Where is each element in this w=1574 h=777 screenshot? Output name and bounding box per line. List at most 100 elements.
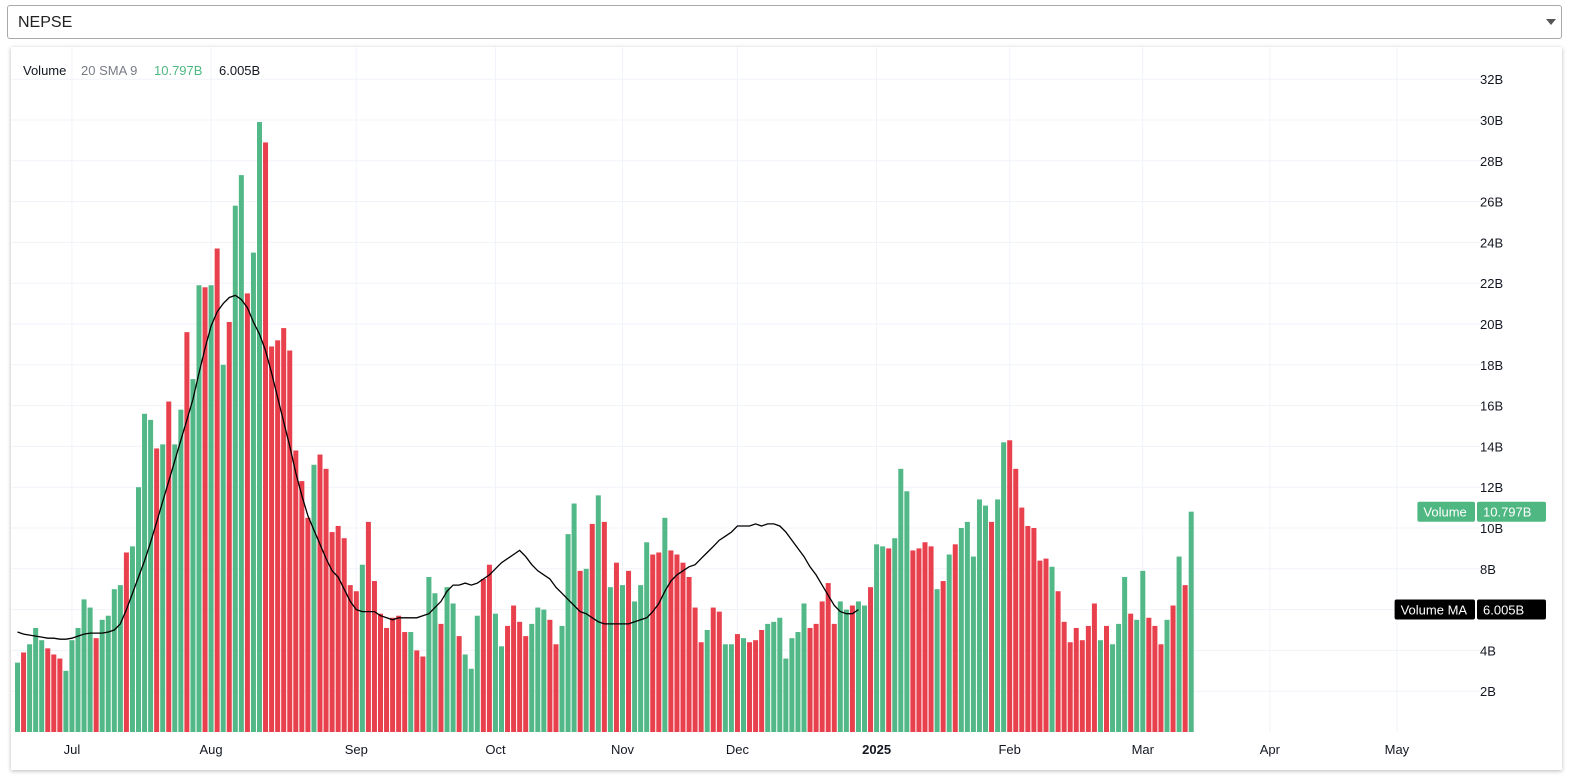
volume-bar [244,293,250,732]
volume-bar [341,538,347,732]
volume-bar [728,644,734,732]
symbol-select[interactable]: NEPSE [7,5,1562,39]
volume-bar [329,532,335,732]
volume-bar [692,607,698,732]
volume-bar [989,521,995,732]
y-axis: 2B4B6B8B10B12B14B16B18B20B22B24B26B28B30… [1480,72,1503,699]
volume-bar [1067,642,1073,732]
volume-bar [335,525,341,732]
volume-bar [613,562,619,732]
volume-bar [644,542,650,732]
volume-bar [553,644,559,732]
volume-bar [577,570,583,732]
volume-bar [105,615,111,732]
volume-bar [293,450,299,732]
volume-bar [771,621,777,732]
volume-bar [862,605,867,732]
volume-bar [831,623,837,732]
volume-bar [880,546,886,732]
volume-bar [1025,525,1031,732]
volume-bar [686,576,692,732]
volume-bar [214,248,220,732]
volume-bar [868,587,874,732]
volume-bar [747,642,753,732]
volume-bar [741,638,746,732]
symbol-select-value: NEPSE [18,14,73,31]
volume-bar [916,548,922,732]
volume-bar [202,287,208,732]
y-tick-label: 20B [1480,317,1503,332]
volume-bar [1097,640,1103,732]
volume-bar [607,587,613,732]
volume-bar [45,648,51,732]
volume-bar [1019,507,1025,732]
volume-bar [1055,591,1061,732]
volume-bar [438,623,444,732]
volume-bar [529,623,535,732]
x-tick-label: Dec [726,742,750,757]
volume-bar [123,552,129,732]
volume-bar [601,521,607,732]
x-tick-label: Apr [1260,742,1281,757]
volume-bar [1140,570,1146,732]
volume-bar [269,346,275,732]
volume-bar [1122,576,1128,732]
volume-bar [1091,603,1097,732]
y-tick-label: 10B [1480,521,1503,536]
y-tick-label: 14B [1480,439,1503,454]
volume-bar [311,464,317,732]
volume-bar [589,523,595,732]
price-tag-value: 6.005B [1483,602,1524,617]
volume-bar [69,640,75,732]
volume-bar [722,644,728,732]
volume-bar [178,409,184,732]
volume-bar [450,603,456,732]
volume-bar [547,619,553,732]
volume-bar [674,554,680,732]
volume-bar [843,609,849,732]
volume-bar [511,605,517,732]
volume-bar [922,542,928,732]
volume-bar [595,495,601,732]
volume-bar [541,609,547,732]
volume-bar [1013,468,1019,732]
volume-bar [505,625,511,732]
volume-bar [1037,560,1043,732]
volume-bar [426,576,432,732]
volume-bar [632,601,638,732]
chart-panel[interactable]: 2B4B6B8B10B12B14B16B18B20B22B24B26B28B30… [11,47,1562,770]
x-tick-label: Mar [1132,742,1155,757]
legend-ma-value: 6.005B [219,63,260,78]
volume-bar [1158,644,1164,732]
chevron-down-icon[interactable] [1546,19,1556,25]
price-tag-value: 10.797B [1483,505,1531,520]
volume-bar [444,587,450,732]
y-tick-label: 18B [1480,358,1503,373]
volume-bar [81,599,87,732]
volume-bar [626,570,632,732]
volume-bar [63,670,69,732]
volume-bar [1170,605,1176,732]
volume-bar [323,468,329,732]
volume-bar [995,499,1001,732]
volume-bar [396,615,402,732]
volume-bar [486,564,492,732]
volume-bar [232,205,238,732]
volume-bar [250,252,256,732]
volume-chart[interactable]: 2B4B6B8B10B12B14B16B18B20B22B24B26B28B30… [11,47,1562,770]
volume-bar [559,625,565,732]
volume-bar [238,175,244,732]
volume-bar [160,444,166,732]
volume-bar [420,656,426,732]
y-tick-label: 24B [1480,235,1503,250]
volume-bar [1001,442,1007,732]
volume-bar [196,285,202,732]
x-tick-label: Jul [64,742,81,757]
volume-bar [825,583,831,732]
x-tick-label: Feb [998,742,1020,757]
volume-bar [402,632,408,732]
volume-bar [638,585,644,732]
volume-bar [190,379,196,732]
volume-bar [93,638,99,732]
volume-bar [27,644,33,732]
